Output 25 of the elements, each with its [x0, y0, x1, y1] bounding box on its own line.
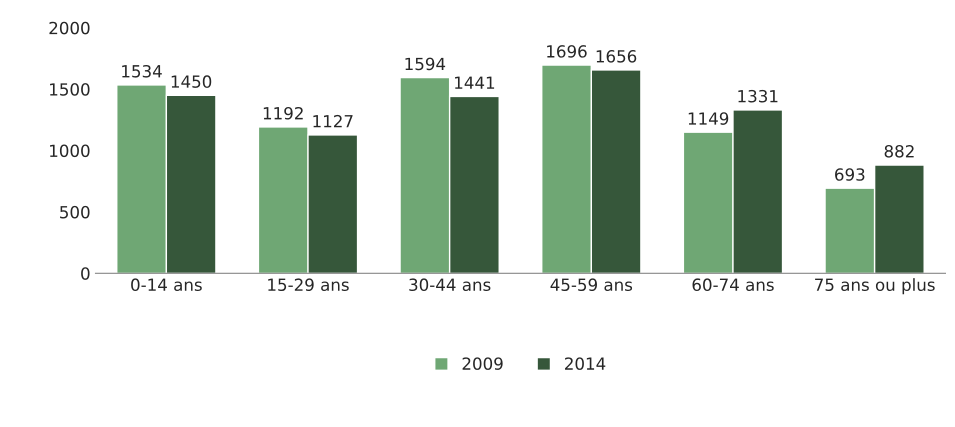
y-tick-label: 0 — [81, 267, 90, 280]
y-tick-label: 1500 — [50, 83, 90, 96]
data-label: 882 — [884, 145, 914, 158]
legend-label: 2014 — [565, 357, 606, 370]
y-tick-label: 1000 — [50, 144, 90, 158]
x-tick-label: 0-14 ans — [131, 278, 202, 292]
data-label: 1594 — [405, 58, 446, 70]
data-label: 1441 — [455, 76, 494, 89]
data-label: 1149 — [688, 112, 728, 125]
data-label: 1127 — [313, 114, 353, 128]
x-tick-label: 60-74 ans — [692, 278, 774, 292]
data-label: 1192 — [264, 106, 303, 120]
data-label: 1696 — [547, 45, 587, 58]
x-tick-label: 30-44 ans — [409, 278, 490, 292]
legend-label: 2009 — [462, 357, 503, 370]
data-label: 693 — [835, 168, 864, 181]
x-tick-label: 15-29 ans — [268, 278, 349, 292]
data-label: 1450 — [172, 75, 212, 88]
x-tick-label: 75 ans ou plus — [815, 278, 935, 294]
data-label: 1534 — [122, 64, 162, 78]
y-tick-label: 500 — [60, 206, 90, 218]
data-label: 1656 — [596, 50, 636, 63]
x-tick-label: 45-59 ans — [550, 278, 632, 292]
y-tick-label: 2000 — [49, 22, 90, 34]
data-label: 1331 — [738, 90, 778, 102]
